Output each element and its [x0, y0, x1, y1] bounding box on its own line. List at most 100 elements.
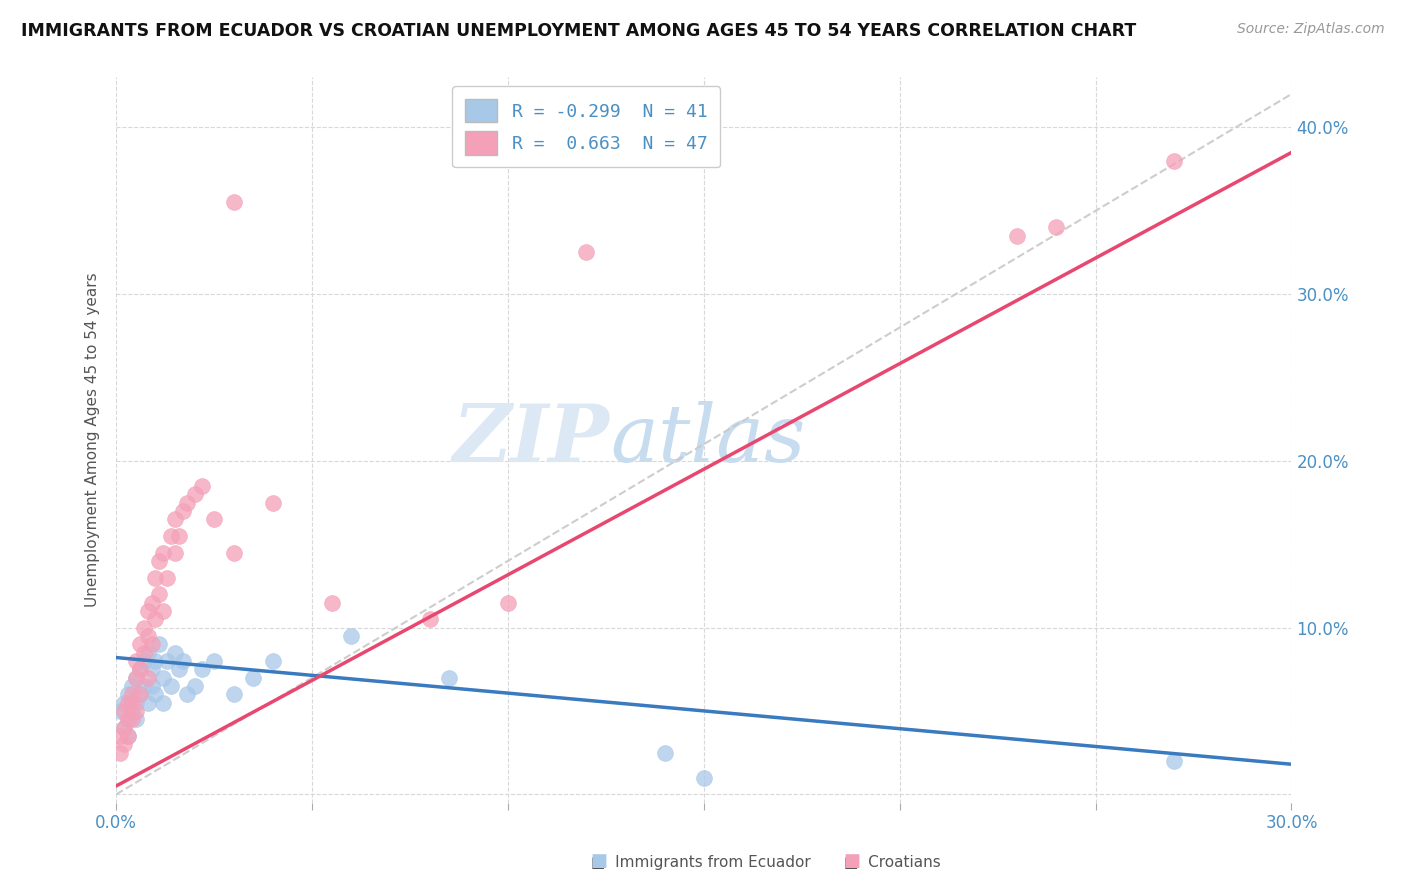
- Point: [117, 687, 139, 701]
- Point: [121, 687, 143, 701]
- Point: [163, 545, 186, 559]
- Point: [262, 654, 284, 668]
- Point: [112, 737, 135, 751]
- Point: [108, 729, 131, 743]
- Point: [1163, 754, 1185, 768]
- Point: [1045, 220, 1067, 235]
- Point: [148, 637, 170, 651]
- Point: [575, 245, 598, 260]
- Point: [132, 646, 155, 660]
- Point: [136, 629, 159, 643]
- Point: [172, 654, 194, 668]
- Point: [136, 646, 159, 660]
- Point: [117, 712, 139, 726]
- Point: [191, 662, 214, 676]
- Point: [121, 679, 143, 693]
- Point: [121, 712, 143, 726]
- Text: IMMIGRANTS FROM ECUADOR VS CROATIAN UNEMPLOYMENT AMONG AGES 45 TO 54 YEARS CORRE: IMMIGRANTS FROM ECUADOR VS CROATIAN UNEM…: [21, 22, 1136, 40]
- Point: [132, 654, 155, 668]
- Point: [125, 671, 148, 685]
- Point: [183, 679, 205, 693]
- Text: ■: ■: [591, 852, 607, 870]
- Point: [152, 671, 174, 685]
- Y-axis label: Unemployment Among Ages 45 to 54 years: Unemployment Among Ages 45 to 54 years: [86, 273, 100, 607]
- Text: ZIP: ZIP: [453, 401, 610, 479]
- Point: [125, 671, 148, 685]
- Point: [136, 696, 159, 710]
- Point: [242, 671, 264, 685]
- Point: [340, 629, 363, 643]
- Point: [152, 545, 174, 559]
- Point: [176, 687, 198, 701]
- Point: [132, 679, 155, 693]
- Point: [152, 604, 174, 618]
- Point: [112, 696, 135, 710]
- Point: [128, 662, 150, 676]
- Point: [156, 570, 179, 584]
- Point: [202, 654, 225, 668]
- Point: [112, 704, 135, 718]
- Point: [128, 687, 150, 701]
- Point: [654, 746, 676, 760]
- Point: [108, 746, 131, 760]
- Point: [167, 662, 190, 676]
- Point: [1007, 228, 1029, 243]
- Point: [156, 654, 179, 668]
- Point: [163, 512, 186, 526]
- Point: [125, 654, 148, 668]
- Point: [176, 495, 198, 509]
- Point: [125, 704, 148, 718]
- Point: [183, 487, 205, 501]
- Point: [222, 195, 245, 210]
- Point: [1163, 153, 1185, 168]
- Text: ■  Croatians: ■ Croatians: [844, 855, 941, 870]
- Point: [112, 721, 135, 735]
- Point: [117, 729, 139, 743]
- Point: [145, 570, 167, 584]
- Point: [128, 637, 150, 651]
- Point: [496, 596, 519, 610]
- Point: [141, 679, 163, 693]
- Text: Source: ZipAtlas.com: Source: ZipAtlas.com: [1237, 22, 1385, 37]
- Point: [128, 687, 150, 701]
- Point: [132, 621, 155, 635]
- Point: [321, 596, 343, 610]
- Point: [145, 612, 167, 626]
- Point: [141, 637, 163, 651]
- Point: [160, 679, 183, 693]
- Point: [136, 671, 159, 685]
- Point: [419, 612, 441, 626]
- Point: [141, 596, 163, 610]
- Point: [125, 712, 148, 726]
- Point: [148, 554, 170, 568]
- Point: [148, 587, 170, 601]
- Point: [202, 512, 225, 526]
- Text: ■: ■: [844, 852, 860, 870]
- Text: atlas: atlas: [610, 401, 806, 479]
- Point: [121, 696, 143, 710]
- Point: [163, 646, 186, 660]
- Point: [125, 696, 148, 710]
- Point: [172, 504, 194, 518]
- Point: [141, 662, 163, 676]
- Point: [145, 654, 167, 668]
- Point: [439, 671, 461, 685]
- Point: [145, 687, 167, 701]
- Point: [128, 662, 150, 676]
- Point: [121, 704, 143, 718]
- Point: [117, 729, 139, 743]
- Point: [167, 529, 190, 543]
- Point: [222, 687, 245, 701]
- Text: ■  Immigrants from Ecuador: ■ Immigrants from Ecuador: [591, 855, 810, 870]
- Point: [693, 771, 716, 785]
- Point: [152, 696, 174, 710]
- Point: [117, 712, 139, 726]
- Point: [108, 704, 131, 718]
- Point: [160, 529, 183, 543]
- Point: [222, 545, 245, 559]
- Point: [262, 495, 284, 509]
- Point: [136, 604, 159, 618]
- Point: [117, 696, 139, 710]
- Point: [112, 721, 135, 735]
- Point: [191, 479, 214, 493]
